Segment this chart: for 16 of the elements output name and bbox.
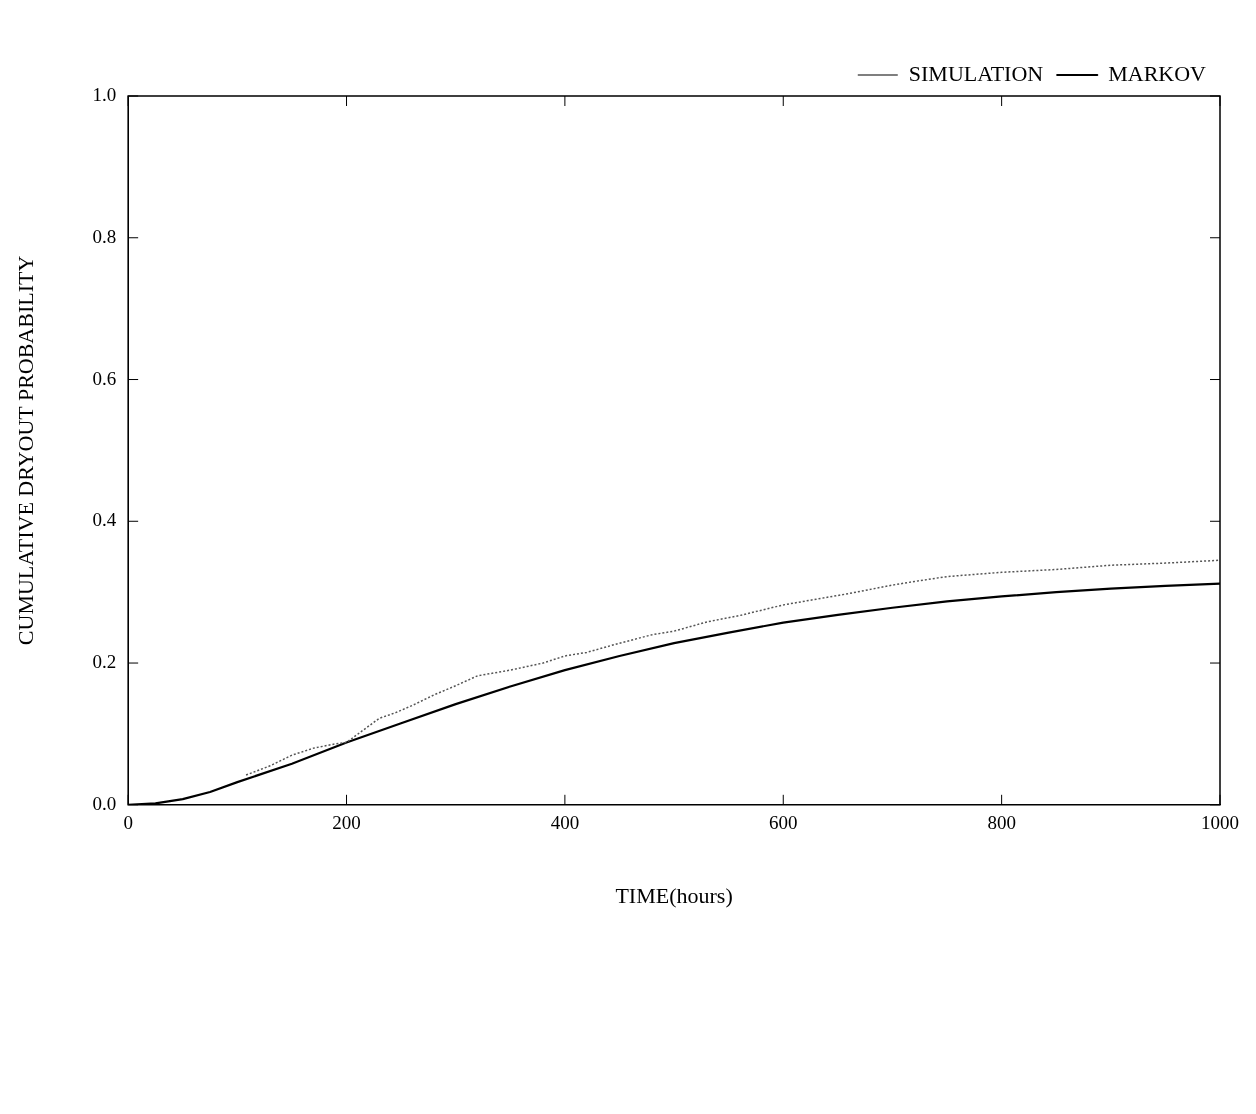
x-tick-label: 0 [123, 812, 133, 834]
x-tick-label: 200 [332, 812, 361, 834]
y-tick-label: 0.8 [92, 225, 117, 247]
y-tick-label: 0.2 [92, 651, 117, 673]
legend-label: MARKOV [1108, 60, 1207, 86]
y-tick-label: 1.0 [92, 83, 117, 105]
x-tick-label: 1000 [1201, 812, 1239, 834]
legend-label: SIMULATION [908, 60, 1044, 86]
x-axis-title: TIME(hours) [615, 882, 733, 908]
y-axis-title: CUMULATIVE DRYOUT PROBABILITY [12, 255, 38, 646]
y-tick-label: 0.6 [92, 367, 117, 389]
y-tick-label: 0.4 [92, 509, 117, 531]
x-tick-label: 600 [769, 812, 798, 834]
x-tick-label: 800 [987, 812, 1016, 834]
y-tick-label: 0.0 [92, 792, 117, 814]
x-tick-label: 400 [550, 812, 580, 834]
